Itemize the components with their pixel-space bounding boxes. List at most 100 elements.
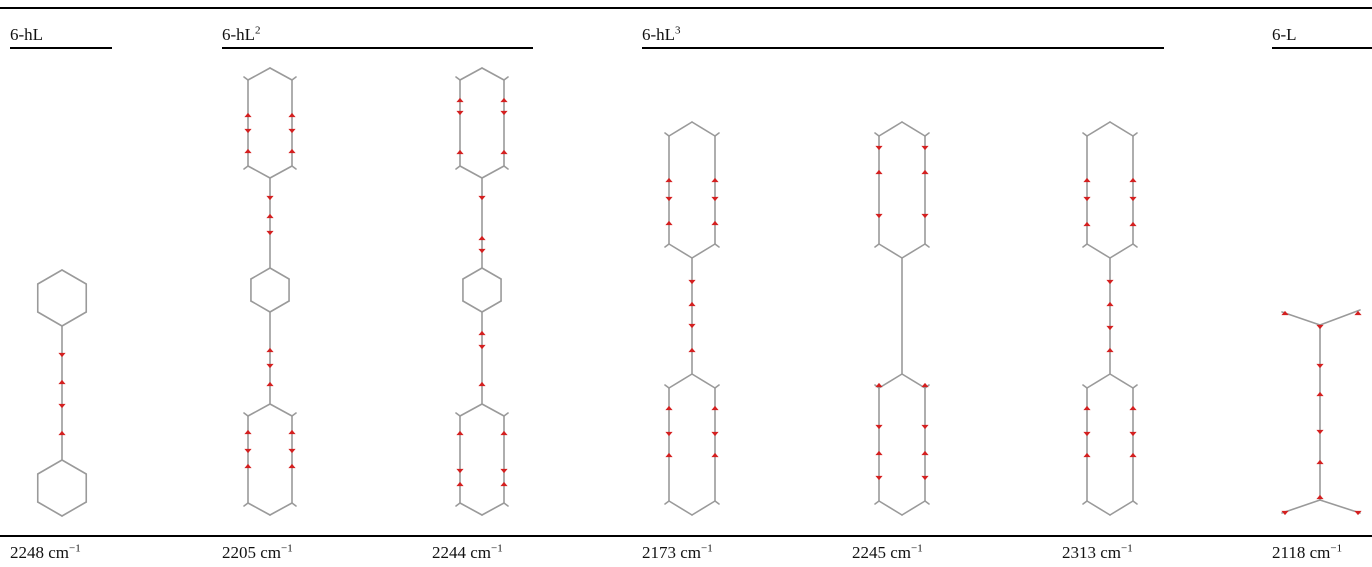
bottom-rule [0,535,1372,537]
displacement-arrow-up [1281,310,1289,316]
displacement-arrow-up [1316,459,1324,465]
ring-bond [462,267,483,280]
terminal-hydrogen-bond [924,500,930,505]
ring-bond [269,165,293,179]
group-label-6-hL2: 6-hL2 [222,24,261,44]
displacement-arrow-down [456,110,464,116]
displacement-arrow-down [875,475,883,481]
displacement-arrow-up [500,149,508,155]
ring-bond [459,502,483,516]
displacement-arrow-down [288,448,296,454]
displacement-arrow-up [244,463,252,469]
displacement-arrow-up [58,430,66,436]
ring-bond [901,243,926,259]
terminal-hydrogen-bond [503,502,509,507]
displacement-arrow-down [244,128,252,134]
displacement-arrow-up [1129,177,1137,183]
displacement-arrow-up [244,148,252,154]
displacement-arrow-down [266,195,274,201]
displacement-arrow-up [711,405,719,411]
terminal-hydrogen-bond [1132,243,1138,248]
ring-bond [668,500,693,516]
ring-bond [481,502,505,516]
terminal-hydrogen-bond [1082,500,1088,505]
ring-bond [61,311,88,327]
ring-bond [691,243,716,259]
ring-bond [36,459,63,475]
displacement-arrow-up [1129,452,1137,458]
displacement-arrow-down [266,230,274,236]
displacement-arrow-down [921,145,929,151]
ring-bond [61,459,88,475]
terminal-hydrogen-bond [664,243,670,248]
displacement-arrow-up [1083,405,1091,411]
displacement-arrow-up [456,149,464,155]
terminal-hydrogen-bond [243,165,249,170]
terminal-hydrogen-bond [874,132,880,137]
displacement-arrow-down [921,213,929,219]
displacement-arrow-down [711,431,719,437]
displacement-arrow-up [244,429,252,435]
frequency-label: 2118 cm−1 [1272,542,1343,562]
terminal-hydrogen-bond [455,502,461,507]
linker-bond [1319,499,1361,514]
ring-bond [459,403,483,417]
displacement-arrow-up [478,330,486,336]
displacement-arrow-up [711,177,719,183]
ring-bond [269,403,293,417]
ring-bond [481,67,505,81]
displacement-arrow-up [1129,405,1137,411]
displacement-arrow-up [288,429,296,435]
displacement-arrow-up [1106,347,1114,353]
terminal-hydrogen-bond [503,165,509,170]
ring-bond [668,121,693,137]
displacement-arrow-down [921,424,929,430]
group-underline-6-hL2 [222,47,533,49]
displacement-arrow-up [921,450,929,456]
displacement-arrow-down [711,196,719,202]
displacement-arrow-down [288,128,296,134]
displacement-arrow-down [58,352,66,358]
displacement-arrow-down [921,475,929,481]
terminal-hydrogen-bond [714,500,720,505]
displacement-arrow-up [1083,177,1091,183]
terminal-hydrogen-bond [243,412,249,417]
ring-bond [459,67,483,81]
displacement-arrow-up [1354,310,1362,316]
displacement-arrow-down [875,145,883,151]
displacement-arrow-down [665,431,673,437]
ring-bond [481,165,505,179]
displacement-arrow-up [665,177,673,183]
ring-bond [1086,500,1111,516]
displacement-arrow-up [921,382,929,388]
ring-bond [61,501,88,517]
terminal-hydrogen-bond [291,165,297,170]
terminal-hydrogen-bond [503,76,509,81]
terminal-hydrogen-bond [664,500,670,505]
displacement-arrow-down [688,323,696,329]
group-label-6-hL3: 6-hL3 [642,24,681,44]
displacement-arrow-down [1106,279,1114,285]
ring-bond [269,267,290,280]
displacement-arrow-up [665,220,673,226]
ring-bond [36,311,63,327]
ring-bond [36,501,63,517]
terminal-hydrogen-bond [664,132,670,137]
displacement-arrow-up [1083,221,1091,227]
ring-bond [1086,121,1111,137]
displacement-arrow-down [1281,510,1289,516]
ring-bond [247,502,271,516]
linker-bond [1281,499,1321,514]
terminal-hydrogen-bond [664,384,670,389]
displacement-arrow-down [1083,431,1091,437]
terminal-hydrogen-bond [243,502,249,507]
displacement-arrow-down [266,363,274,369]
ring-bond [901,121,926,137]
frequency-label: 2173 cm−1 [642,542,713,562]
ring-bond [481,300,502,313]
ring-bond [691,373,716,389]
displacement-arrow-down [244,448,252,454]
displacement-arrow-up [688,301,696,307]
displacement-arrow-up [456,481,464,487]
ring-bond [1109,500,1134,516]
